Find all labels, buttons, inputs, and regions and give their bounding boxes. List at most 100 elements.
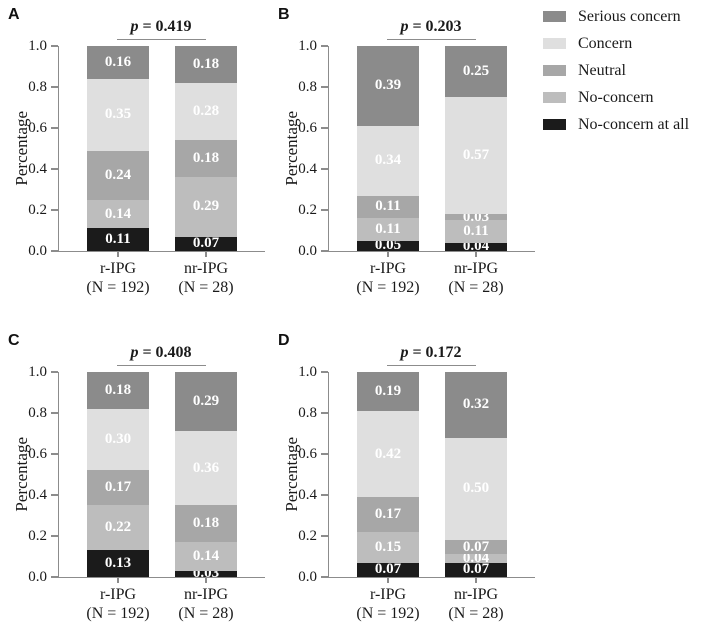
p-value-line (117, 365, 206, 366)
bar-segment: 0.07 (357, 562, 419, 577)
bar-segment: 0.07 (175, 235, 237, 252)
bar-segment: 0.28 (175, 82, 237, 141)
plot-area: Percentage 1.0 0.8 0.6 0.4 0.2 0.0 0.07 0.15 0.17… (282, 364, 535, 622)
segment-value-label: 0.15 (374, 538, 402, 555)
bar-segment: 0.25 (445, 46, 507, 98)
group-name: nr-IPG (453, 260, 499, 277)
y-tick-mark (321, 412, 328, 414)
x-category-label: nr-IPG (N = 28) (146, 259, 266, 297)
segment-value-label: 0.14 (104, 205, 132, 222)
y-tick-label: 0.4 (28, 161, 47, 177)
y-tick-label: 0.4 (298, 161, 317, 177)
group-n: (N = 28) (178, 605, 234, 622)
group-name: nr-IPG (183, 260, 229, 277)
segment-value-label: 0.11 (375, 198, 401, 215)
group-name: nr-IPG (183, 586, 229, 603)
bar-segment: 0.18 (175, 505, 237, 543)
group-name: r-IPG (99, 260, 137, 277)
x-tick-mark (117, 251, 119, 257)
y-tick-mark (51, 250, 58, 252)
x-category-label: r-IPG (N = 192) (328, 259, 448, 297)
legend-item: Neutral (543, 61, 689, 80)
x-category-label: r-IPG (N = 192) (328, 585, 448, 623)
p-value-line (117, 39, 206, 40)
segment-value-label: 0.22 (104, 519, 132, 536)
stacked-bar-r-IPG: 0.13 0.22 0.17 0.30 0.18 (87, 372, 149, 577)
segment-value-label: 0.35 (104, 106, 132, 123)
group-n: (N = 28) (178, 279, 234, 296)
y-tick-label: 0.4 (298, 487, 317, 503)
bar-segment: 0.35 (87, 78, 149, 151)
bar-segment: 0.04 (445, 551, 507, 566)
segment-value-label: 0.18 (192, 150, 220, 167)
segment-value-label: 0.14 (192, 548, 220, 565)
legend: Serious concern Concern Neutral No-concern N… (543, 7, 689, 134)
x-tick-mark (475, 577, 477, 583)
bar-segment: 0.18 (175, 140, 237, 178)
segment-value-label: 0.05 (374, 237, 402, 254)
y-tick-mark (51, 86, 58, 88)
bar-segment: 0.18 (87, 372, 149, 409)
segment-value-label: 0.18 (104, 381, 132, 398)
y-tick-mark (321, 209, 328, 211)
x-category-label: r-IPG (N = 192) (58, 259, 178, 297)
panel-letter: D (278, 332, 290, 349)
segment-value-label: 0.07 (192, 235, 220, 252)
panel-letter: A (8, 6, 20, 23)
x-category-label: nr-IPG (N = 28) (146, 585, 266, 623)
y-tick-mark (51, 576, 58, 578)
bar-segment: 0.11 (87, 228, 149, 251)
segment-value-label: 0.25 (462, 63, 490, 80)
p-value-label: p = 0.172 (400, 344, 462, 361)
bar-segment: 0.19 (357, 372, 419, 411)
segment-value-label: 0.32 (462, 396, 490, 413)
x-tick-mark (205, 577, 207, 583)
plot-area: Percentage 1.0 0.8 0.6 0.4 0.2 0.0 0.11 0.14 0.24… (12, 38, 265, 296)
y-tick-mark (51, 535, 58, 537)
y-axis-title: Percentage (11, 372, 33, 577)
bar-segment: 0.11 (357, 195, 419, 219)
group-name: r-IPG (99, 586, 137, 603)
bar-segment: 0.50 (445, 437, 507, 541)
group-n: (N = 28) (448, 279, 504, 296)
y-tick-label: 0.4 (28, 487, 47, 503)
segment-value-label: 0.42 (374, 445, 402, 462)
legend-item: Concern (543, 34, 689, 53)
p-value-line (387, 365, 476, 366)
y-tick-mark (51, 412, 58, 414)
y-tick-label: 0.0 (298, 243, 317, 259)
y-tick-label: 0.2 (298, 202, 317, 218)
bar-segment: 0.04 (445, 239, 507, 254)
panel-letter: B (278, 6, 290, 23)
bar-segment: 0.15 (357, 531, 419, 563)
bar-segment: 0.14 (87, 199, 149, 229)
y-tick-mark (51, 209, 58, 211)
y-tick-label: 1.0 (28, 364, 47, 380)
stacked-bar-nr-IPG: 0.03 0.14 0.18 0.36 0.29 (175, 372, 237, 581)
legend-swatch-2 (543, 38, 566, 49)
legend-label: No-concern at all (578, 115, 690, 133)
segment-value-label: 0.18 (192, 55, 220, 72)
segment-value-label: 0.13 (104, 555, 132, 572)
segment-value-label: 0.16 (104, 53, 132, 70)
p-value-label: p = 0.408 (130, 344, 192, 361)
segment-value-label: 0.17 (374, 505, 402, 522)
y-tick-mark (321, 576, 328, 578)
y-tick-label: 0.8 (298, 79, 317, 95)
y-tick-label: 0.6 (28, 120, 47, 136)
segment-value-label: 0.29 (192, 198, 220, 215)
stacked-bar-nr-IPG: 0.04 0.11 0.03 0.57 0.25 (445, 46, 507, 254)
bar-segment: 0.11 (357, 218, 419, 241)
segment-value-label: 0.30 (104, 431, 132, 448)
group-name: r-IPG (369, 260, 407, 277)
bar-segment: 0.36 (175, 431, 237, 506)
group-n: (N = 28) (448, 605, 504, 622)
plot-area: Percentage 1.0 0.8 0.6 0.4 0.2 0.0 0.13 0.22 0.17… (12, 364, 265, 622)
bar-segment: 0.29 (175, 372, 237, 432)
legend-label: Serious concern (578, 7, 681, 25)
y-tick-label: 0.6 (298, 120, 317, 136)
legend-item: No-concern at all (543, 115, 689, 134)
y-tick-mark (51, 168, 58, 170)
y-tick-label: 0.8 (28, 79, 47, 95)
